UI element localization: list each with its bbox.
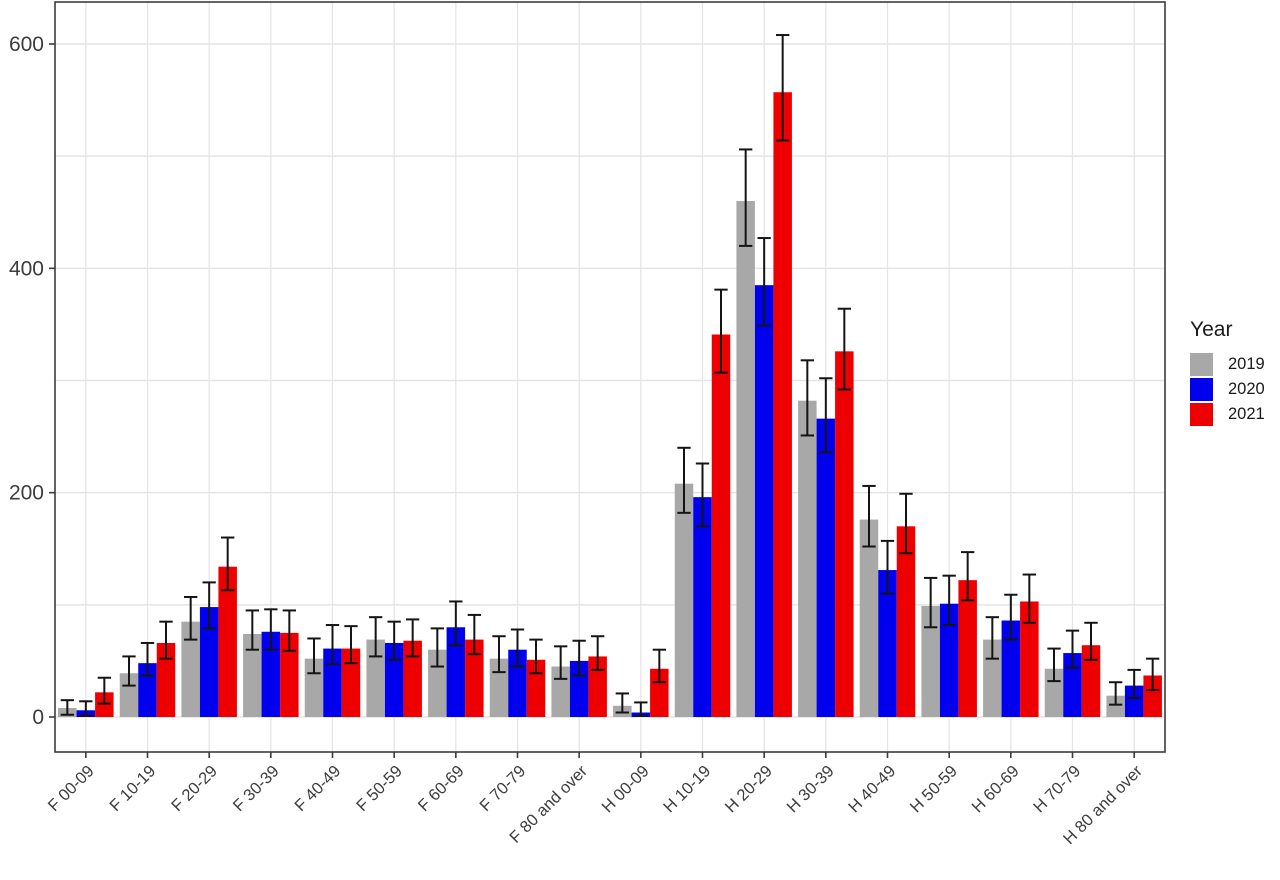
bar-2020-H 40-49 — [878, 570, 897, 717]
bar-2021-F 10-19 — [156, 642, 176, 717]
bar-2020-F 40-49 — [323, 648, 342, 717]
bar-2019-H 10-19 — [674, 483, 694, 717]
bar-2021-F 30-39 — [280, 632, 299, 717]
bar-2020-H 30-39 — [816, 418, 836, 717]
x-tick-label: H 30-39 — [783, 762, 837, 816]
bar-2019-H 80 and over — [1106, 695, 1125, 717]
y-tick-label: 400 — [9, 257, 44, 280]
bar-2021-H 30-39 — [835, 351, 854, 717]
legend-item-2019: 2019 — [1190, 352, 1265, 377]
bar-2019-F 10-19 — [119, 673, 139, 717]
bar-2021-H 20-29 — [773, 92, 792, 717]
bar-2019-F 50-59 — [366, 639, 385, 717]
bar-2019-F 20-29 — [181, 621, 200, 717]
legend-label: 2020 — [1228, 380, 1265, 398]
bar-2020-F 30-39 — [261, 631, 281, 717]
bar-2021-H 60-69 — [1020, 601, 1039, 717]
x-tick-label: F 70-79 — [476, 762, 529, 815]
bar-2021-F 00-09 — [95, 692, 114, 717]
x-tick-label: F 60-69 — [415, 762, 468, 815]
bar-2020-F 50-59 — [384, 642, 404, 717]
bar-2021-F 40-49 — [341, 648, 361, 717]
y-tick-label: 0 — [32, 706, 44, 729]
x-tick-label: F 30-39 — [230, 762, 283, 815]
x-tick-label: F 10-19 — [106, 762, 159, 815]
y-tick-label: 200 — [9, 482, 44, 505]
bar-2021-F 20-29 — [218, 566, 237, 717]
legend-swatch-gray — [1190, 353, 1213, 376]
x-tick-label: F 00-09 — [45, 762, 98, 815]
x-tick-label: H 10-19 — [660, 762, 714, 816]
x-tick-label: H 00-09 — [598, 762, 652, 816]
legend: Year 2019 2020 2021 — [1190, 318, 1265, 427]
bar-2019-H 40-49 — [859, 519, 879, 717]
legend-item-2020: 2020 — [1190, 377, 1265, 402]
bar-2021-H 50-59 — [958, 580, 977, 717]
legend-title: Year — [1190, 318, 1233, 341]
bar-2020-H 10-19 — [693, 497, 712, 717]
bar-2020-F 20-29 — [199, 607, 219, 717]
legend-swatch-blue — [1190, 378, 1213, 401]
bar-2019-F 70-79 — [489, 658, 509, 717]
y-tick-label: 600 — [9, 33, 44, 56]
legend-label: 2019 — [1228, 355, 1265, 373]
bar-2020-F 10-19 — [138, 663, 157, 717]
x-tick-label: F 50-59 — [353, 762, 406, 815]
x-tick-label: F 20-29 — [168, 762, 221, 815]
x-tick-label: H 40-49 — [845, 762, 899, 816]
bar-2021-H 10-19 — [711, 334, 731, 717]
x-tick-label: H 20-29 — [722, 762, 776, 816]
bar-2019-F 30-39 — [243, 633, 262, 717]
bar-2020-H 20-29 — [754, 285, 774, 717]
x-tick-label: H 50-59 — [907, 762, 961, 816]
bar-2020-H 70-79 — [1063, 653, 1082, 717]
bar-2021-F 80 and over — [588, 656, 607, 717]
bar-2021-H 40-49 — [896, 526, 916, 717]
x-tick-label: H 70-79 — [1030, 762, 1084, 816]
legend-swatch-red — [1190, 403, 1213, 426]
bar-2019-H 50-59 — [921, 605, 940, 717]
bar-2021-H 80 and over — [1143, 675, 1162, 717]
bar-2019-H 30-39 — [798, 400, 817, 717]
bar-2020-H 50-59 — [939, 603, 959, 717]
bar-2021-F 60-69 — [465, 639, 484, 717]
x-tick-label: F 40-49 — [291, 762, 344, 815]
panel-border — [54, 1, 1166, 753]
bar-2021-H 00-09 — [650, 668, 669, 717]
bar-2020-F 60-69 — [446, 627, 466, 717]
bar-2019-H 20-29 — [736, 201, 755, 718]
x-tick-label: H 60-69 — [968, 762, 1022, 816]
bar-2020-H 60-69 — [1001, 620, 1021, 717]
legend-label: 2021 — [1228, 405, 1265, 423]
bar-2020-H 80 and over — [1124, 685, 1144, 717]
bar-2021-H 70-79 — [1081, 645, 1101, 717]
legend-item-2021: 2021 — [1190, 402, 1265, 427]
bar-2021-F 50-59 — [403, 640, 422, 717]
